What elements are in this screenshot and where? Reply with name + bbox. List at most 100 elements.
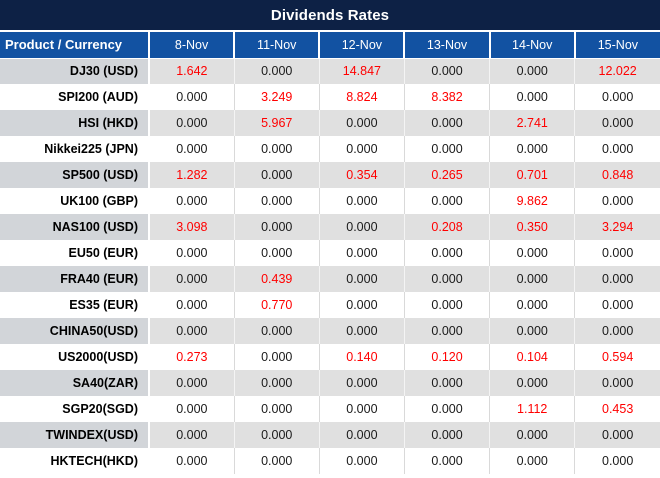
- date-header: 15-Nov: [574, 32, 660, 59]
- value-cell: 0.000: [319, 370, 405, 396]
- value-cell: 0.000: [319, 240, 405, 266]
- value-cell: 0.000: [149, 266, 235, 292]
- product-cell: DJ30 (USD): [0, 58, 150, 84]
- value-cell: 0.000: [319, 188, 405, 214]
- value-cell: 0.000: [319, 214, 405, 240]
- value-cell: 0.000: [404, 292, 491, 318]
- table-row: EU50 (EUR) 0.000 0.000 0.000 0.000 0.000 0.000: [0, 240, 660, 266]
- value-cell: 12.022: [574, 58, 660, 84]
- table-row: SGP20(SGD) 0.000 0.000 0.000 0.000 1.112 0.453: [0, 396, 660, 422]
- value-cell: 0.000: [234, 422, 320, 448]
- value-cell: 0.000: [489, 136, 576, 162]
- product-cell: HSI (HKD): [0, 110, 150, 136]
- value-cell: 0.000: [404, 318, 491, 344]
- value-cell: 0.000: [489, 422, 576, 448]
- value-cell: 0.000: [489, 266, 576, 292]
- table-row: ES35 (EUR) 0.000 0.770 0.000 0.000 0.000 0.000: [0, 292, 660, 318]
- table-row: HSI (HKD) 0.000 5.967 0.000 0.000 2.741 0.000: [0, 110, 660, 136]
- value-cell: 0.000: [149, 292, 235, 318]
- value-cell: 0.000: [319, 318, 405, 344]
- value-cell: 0.208: [404, 214, 491, 240]
- product-currency-header: Product / Currency: [0, 32, 150, 59]
- value-cell: 0.000: [404, 240, 491, 266]
- header-row: Product / Currency 8-Nov 11-Nov 12-Nov 13-N…: [0, 32, 660, 59]
- value-cell: 0.000: [149, 448, 235, 474]
- value-cell: 0.273: [149, 344, 235, 370]
- product-cell: HKTECH(HKD): [0, 448, 150, 474]
- value-cell: 0.000: [404, 370, 491, 396]
- value-cell: 0.000: [404, 188, 491, 214]
- value-cell: 3.294: [574, 214, 660, 240]
- table-body: DJ30 (USD) 1.642 0.000 14.847 0.000 0.000 12.0…: [0, 58, 660, 474]
- value-cell: 0.000: [234, 162, 320, 188]
- value-cell: 0.000: [319, 422, 405, 448]
- date-header: 11-Nov: [234, 32, 321, 59]
- value-cell: 14.847: [319, 58, 405, 84]
- value-cell: 9.862: [489, 188, 576, 214]
- value-cell: 0.000: [234, 58, 320, 84]
- table-row: UK100 (GBP) 0.000 0.000 0.000 0.000 9.862 0.00…: [0, 188, 660, 214]
- value-cell: 8.382: [404, 84, 491, 110]
- table-row: HKTECH(HKD) 0.000 0.000 0.000 0.000 0.000 0.00…: [0, 448, 660, 474]
- value-cell: 0.000: [489, 370, 576, 396]
- product-cell: FRA40 (EUR): [0, 266, 150, 292]
- product-cell: SGP20(SGD): [0, 396, 150, 422]
- value-cell: 0.000: [404, 448, 491, 474]
- value-cell: 0.000: [319, 110, 405, 136]
- table-row: NAS100 (USD) 3.098 0.000 0.000 0.208 0.350 3.2…: [0, 214, 660, 240]
- table-row: SP500 (USD) 1.282 0.000 0.354 0.265 0.701 0.84…: [0, 162, 660, 188]
- value-cell: 0.000: [404, 396, 491, 422]
- value-cell: 0.000: [404, 266, 491, 292]
- value-cell: 0.000: [319, 136, 405, 162]
- value-cell: 0.000: [319, 448, 405, 474]
- value-cell: 0.000: [574, 240, 660, 266]
- value-cell: 0.000: [149, 370, 235, 396]
- product-cell: NAS100 (USD): [0, 214, 150, 240]
- value-cell: 0.000: [574, 318, 660, 344]
- value-cell: 0.000: [489, 318, 576, 344]
- value-cell: 0.000: [574, 110, 660, 136]
- value-cell: 1.282: [149, 162, 235, 188]
- table-row: US2000(USD) 0.273 0.000 0.140 0.120 0.104 0.59…: [0, 344, 660, 370]
- table-row: FRA40 (EUR) 0.000 0.439 0.000 0.000 0.000 0.00…: [0, 266, 660, 292]
- product-cell: CHINA50(USD): [0, 318, 150, 344]
- table-row: Nikkei225 (JPN) 0.000 0.000 0.000 0.000 0.000…: [0, 136, 660, 162]
- value-cell: 0.000: [149, 422, 235, 448]
- value-cell: 0.350: [489, 214, 576, 240]
- value-cell: 5.967: [234, 110, 320, 136]
- value-cell: 0.000: [574, 422, 660, 448]
- value-cell: 0.000: [489, 84, 576, 110]
- product-cell: SA40(ZAR): [0, 370, 150, 396]
- value-cell: 0.000: [574, 266, 660, 292]
- value-cell: 1.642: [149, 58, 235, 84]
- value-cell: 0.000: [319, 396, 405, 422]
- table-row: SPI200 (AUD) 0.000 3.249 8.824 8.382 0.000 0.0…: [0, 84, 660, 110]
- value-cell: 0.000: [234, 188, 320, 214]
- date-header: 8-Nov: [149, 32, 236, 59]
- date-header: 12-Nov: [319, 32, 406, 59]
- value-cell: 0.000: [149, 318, 235, 344]
- value-cell: 8.824: [319, 84, 405, 110]
- value-cell: 0.000: [234, 370, 320, 396]
- value-cell: 0.000: [404, 110, 491, 136]
- value-cell: 0.000: [234, 214, 320, 240]
- value-cell: 0.000: [489, 292, 576, 318]
- value-cell: 0.000: [489, 58, 576, 84]
- value-cell: 0.000: [574, 84, 660, 110]
- value-cell: 0.000: [149, 396, 235, 422]
- value-cell: 0.000: [489, 240, 576, 266]
- value-cell: 0.594: [574, 344, 660, 370]
- value-cell: 0.000: [234, 318, 320, 344]
- value-cell: 3.098: [149, 214, 235, 240]
- value-cell: 0.848: [574, 162, 660, 188]
- value-cell: 0.104: [489, 344, 576, 370]
- value-cell: 0.000: [404, 58, 491, 84]
- value-cell: 0.000: [404, 422, 491, 448]
- value-cell: 2.741: [489, 110, 576, 136]
- value-cell: 0.000: [574, 136, 660, 162]
- value-cell: 1.112: [489, 396, 576, 422]
- product-cell: TWINDEX(USD): [0, 422, 150, 448]
- product-cell: UK100 (GBP): [0, 188, 150, 214]
- value-cell: 0.000: [234, 396, 320, 422]
